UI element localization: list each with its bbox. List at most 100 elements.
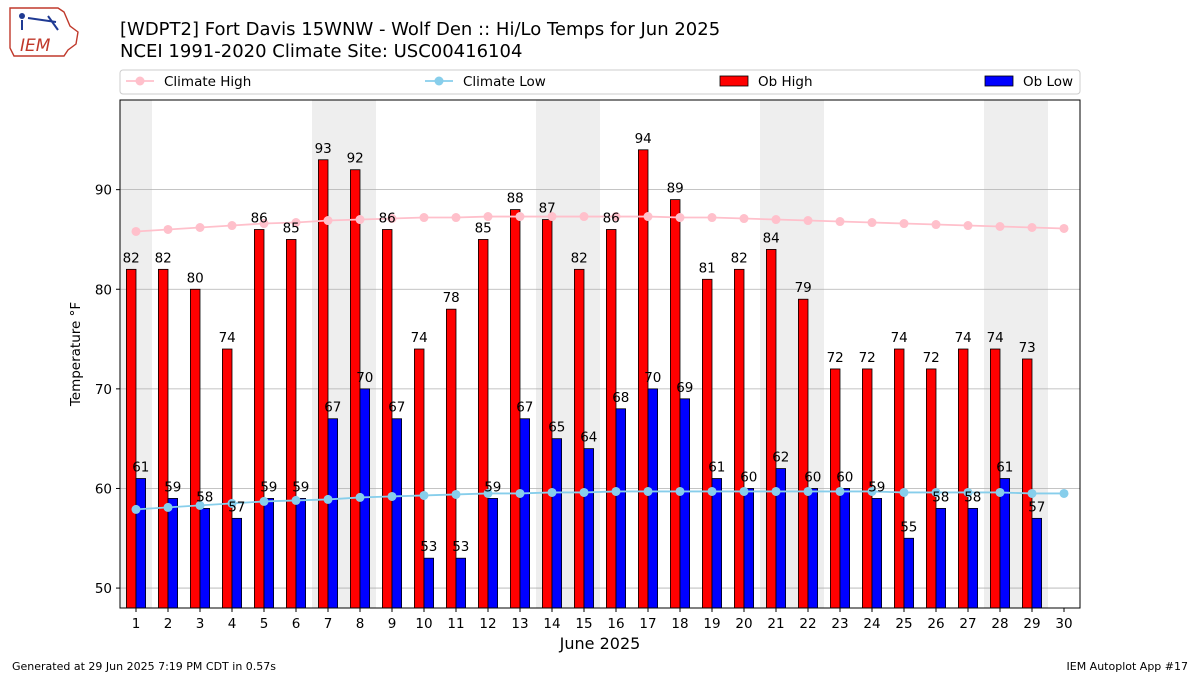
point-climate-low-9	[387, 491, 397, 501]
point-climate-high-21	[771, 215, 781, 225]
point-climate-high-13	[515, 212, 525, 222]
x-tick-label-8: 8	[356, 616, 365, 632]
point-climate-low-20	[739, 486, 749, 496]
legend-item-climate-high: Climate High	[126, 74, 251, 90]
data-label-ob-high-28: 74	[987, 330, 1004, 346]
point-climate-low-15	[579, 487, 589, 497]
bar-ob-high-27	[958, 348, 969, 609]
bar-ob-low-19	[711, 478, 723, 609]
data-label-ob-low-23: 60	[836, 469, 853, 485]
bar-ob-low-10	[423, 557, 435, 609]
bar-ob-low-28	[999, 478, 1011, 609]
data-label-ob-low-17: 70	[644, 370, 661, 386]
bar-ob-low-5	[263, 498, 275, 609]
bar-ob-high-9	[381, 229, 393, 609]
point-climate-high-23	[835, 217, 845, 227]
bar-ob-low-24	[871, 498, 883, 609]
bar-ob-high-5	[253, 229, 265, 609]
point-climate-low-23	[835, 486, 845, 496]
climate-lines	[131, 212, 1069, 514]
data-label-ob-high-5: 86	[251, 210, 268, 226]
data-label-ob-low-26: 58	[932, 489, 949, 505]
point-climate-low-4	[227, 498, 237, 508]
data-label-ob-low-2: 59	[164, 479, 181, 495]
data-label-ob-low-19: 61	[708, 460, 725, 476]
bar-ob-high-22	[798, 298, 809, 609]
point-climate-high-22	[803, 216, 813, 226]
point-climate-low-8	[355, 492, 365, 502]
y-tick-label-90: 90	[95, 183, 112, 199]
point-climate-high-2	[163, 224, 173, 234]
point-climate-low-29	[1027, 488, 1037, 498]
point-climate-high-14	[547, 212, 557, 222]
data-label-ob-high-3: 80	[187, 270, 204, 286]
legend-label-climate-high: Climate High	[164, 74, 251, 90]
chart-title-line1: [WDPT2] Fort Davis 15WNW - Wolf Den :: H…	[120, 19, 720, 40]
point-climate-low-16	[611, 486, 621, 496]
bar-ob-high-14	[542, 219, 553, 609]
data-label-ob-high-10: 74	[411, 330, 428, 346]
x-tick-label-9: 9	[388, 616, 397, 632]
data-label-ob-low-18: 69	[676, 380, 693, 396]
x-tick-label-11: 11	[447, 616, 464, 632]
bar-ob-low-20	[743, 488, 755, 609]
bar-ob-low-1	[135, 478, 147, 609]
data-label-ob-low-13: 67	[516, 400, 533, 416]
x-tick-label-21: 21	[767, 616, 784, 632]
point-climate-high-27	[963, 221, 973, 231]
footer-generated: Generated at 29 Jun 2025 7:19 PM CDT in …	[12, 660, 276, 673]
x-tick-label-5: 5	[260, 616, 269, 632]
point-climate-low-30	[1059, 488, 1069, 498]
data-label-ob-low-15: 64	[580, 430, 597, 446]
point-climate-low-3	[195, 500, 205, 510]
point-climate-low-18	[675, 486, 685, 496]
data-label-ob-low-20: 60	[740, 469, 757, 485]
data-label-ob-high-12: 85	[475, 220, 492, 236]
data-label-ob-low-6: 59	[292, 479, 309, 495]
plot-frame	[119, 99, 1081, 609]
data-label-ob-high-8: 92	[347, 151, 364, 167]
data-label-ob-low-14: 65	[548, 420, 565, 436]
bar-ob-low-15	[583, 448, 595, 609]
point-climate-low-25	[899, 487, 909, 497]
data-label-ob-high-27: 74	[955, 330, 972, 346]
x-tick-label-17: 17	[639, 616, 656, 632]
data-label-ob-high-17: 94	[635, 131, 652, 147]
data-label-ob-low-12: 59	[484, 479, 501, 495]
bar-ob-high-8	[349, 169, 361, 609]
point-climate-low-1	[131, 504, 141, 514]
x-tick-label-30: 30	[1055, 616, 1072, 632]
x-tick-label-23: 23	[831, 616, 848, 632]
bar-ob-high-18	[670, 199, 681, 609]
point-climate-low-11	[451, 489, 461, 499]
data-label-ob-high-1: 82	[123, 250, 140, 266]
point-climate-low-5	[259, 496, 269, 506]
x-tick-label-13: 13	[511, 616, 528, 632]
point-climate-high-9	[387, 214, 397, 224]
legend-item-ob-low: Ob Low	[984, 74, 1073, 90]
x-tick-label-12: 12	[479, 616, 496, 632]
point-climate-high-30	[1059, 223, 1069, 233]
point-climate-low-13	[515, 488, 525, 498]
data-label-ob-high-23: 72	[827, 350, 844, 366]
point-climate-low-22	[803, 486, 813, 496]
x-tick-label-15: 15	[575, 616, 592, 632]
point-climate-high-17	[643, 212, 653, 222]
bar-ob-low-29	[1031, 517, 1043, 609]
x-tick-label-7: 7	[324, 616, 333, 632]
data-label-ob-high-19: 81	[699, 260, 716, 276]
footer-app: IEM Autoplot App #17	[1067, 660, 1189, 673]
data-label-ob-high-29: 73	[1019, 340, 1036, 356]
bar-ob-low-7	[327, 418, 339, 609]
point-climate-low-6	[291, 495, 301, 505]
x-tick-label-25: 25	[895, 616, 912, 632]
point-climate-low-12	[483, 488, 493, 498]
bar-ob-low-2	[167, 498, 179, 609]
x-tick-label-3: 3	[196, 616, 205, 632]
point-climate-high-19	[707, 213, 717, 223]
data-label-ob-high-25: 74	[891, 330, 908, 346]
bar-ob-low-25	[903, 537, 915, 609]
bar-ob-high-1	[126, 268, 137, 609]
point-climate-high-20	[739, 214, 749, 224]
